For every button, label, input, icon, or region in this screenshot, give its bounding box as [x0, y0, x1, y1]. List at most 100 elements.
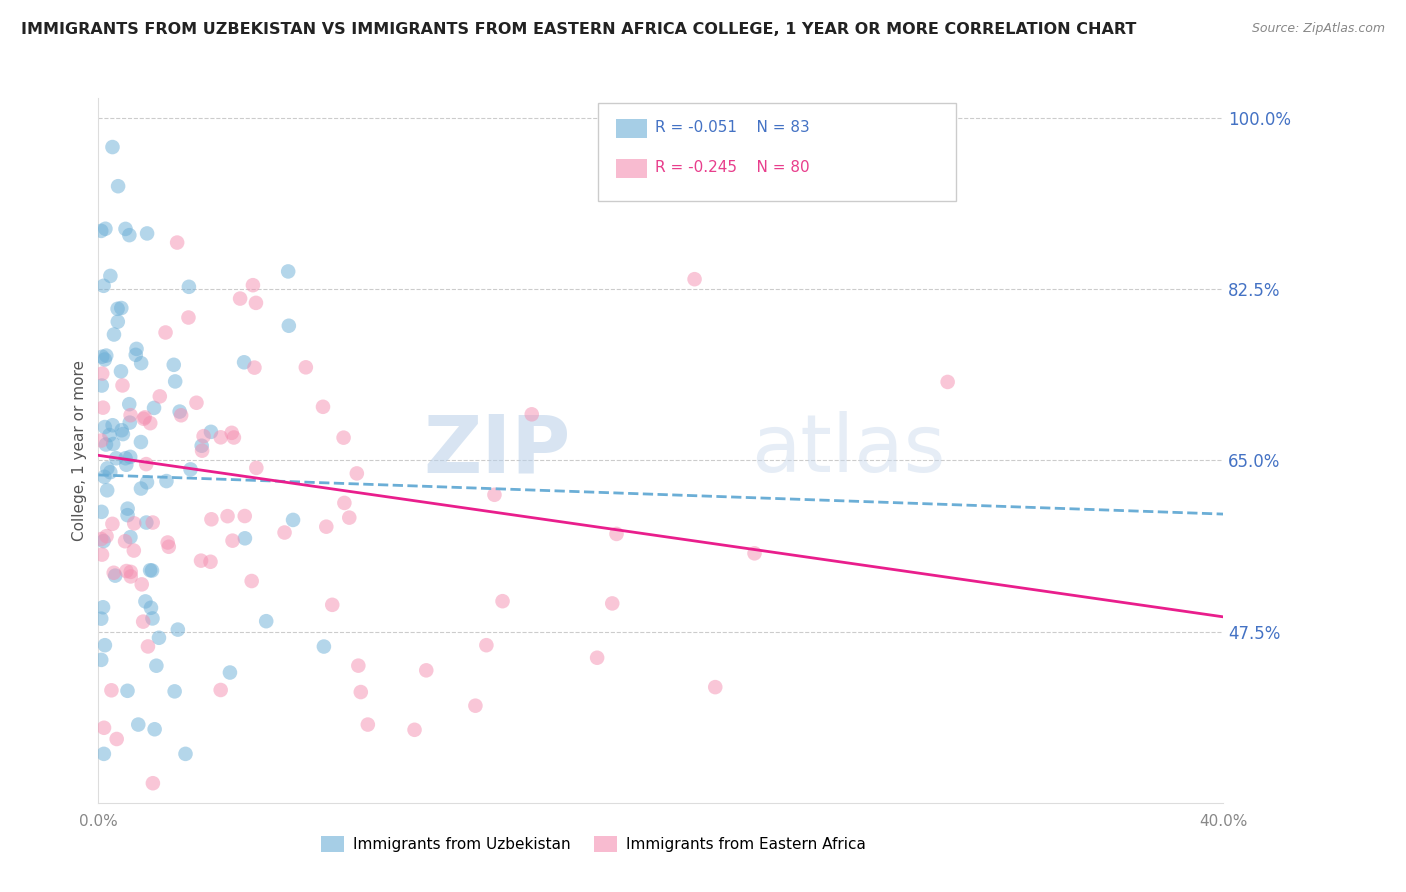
Point — [491, 594, 513, 608]
Point — [94, 221, 117, 235]
Point — [484, 488, 506, 502]
Point — [683, 272, 706, 286]
Legend: Immigrants from Uzbekistan, Immigrants from Eastern Africa: Immigrants from Uzbekistan, Immigrants f… — [315, 830, 872, 859]
Point — [346, 467, 368, 481]
Point — [110, 301, 132, 315]
Point — [105, 731, 128, 746]
Point — [111, 427, 134, 442]
Point — [111, 423, 134, 437]
Point — [936, 375, 959, 389]
Point — [136, 475, 159, 490]
Text: R = -0.245    N = 80: R = -0.245 N = 80 — [655, 161, 810, 175]
Point — [120, 450, 142, 464]
Point — [217, 509, 239, 524]
Point — [103, 327, 125, 342]
Point — [93, 278, 115, 293]
Point — [93, 721, 115, 735]
Text: IMMIGRANTS FROM UZBEKISTAN VS IMMIGRANTS FROM EASTERN AFRICA COLLEGE, 1 YEAR OR : IMMIGRANTS FROM UZBEKISTAN VS IMMIGRANTS… — [21, 22, 1136, 37]
Point — [200, 555, 222, 569]
Point — [117, 501, 139, 516]
Point — [101, 418, 124, 433]
Point — [245, 296, 267, 310]
Point — [163, 358, 186, 372]
Point — [100, 268, 122, 283]
Point — [101, 516, 124, 531]
Point — [142, 516, 165, 530]
Point — [90, 434, 112, 448]
Point — [233, 531, 256, 545]
Point — [174, 747, 197, 761]
Point — [118, 228, 141, 243]
Point — [103, 437, 125, 451]
Point — [141, 564, 163, 578]
Point — [245, 461, 267, 475]
Point — [93, 534, 115, 549]
Point — [704, 680, 727, 694]
Point — [135, 457, 157, 471]
Point — [240, 574, 263, 588]
Point — [120, 565, 142, 579]
Point — [350, 685, 373, 699]
Text: R = -0.051    N = 83: R = -0.051 N = 83 — [655, 120, 810, 135]
Point — [170, 409, 193, 423]
Point — [91, 600, 114, 615]
Point — [98, 428, 121, 442]
Point — [347, 658, 370, 673]
Point — [122, 516, 145, 531]
Text: Source: ZipAtlas.com: Source: ZipAtlas.com — [1251, 22, 1385, 36]
Point — [177, 280, 200, 294]
Point — [117, 508, 139, 523]
Point — [605, 527, 627, 541]
Point — [136, 640, 159, 654]
Point — [221, 533, 243, 548]
Point — [143, 723, 166, 737]
Point — [117, 683, 139, 698]
Point — [744, 546, 766, 560]
Point — [243, 360, 266, 375]
Point — [333, 496, 356, 510]
Point — [586, 650, 609, 665]
Point — [136, 227, 159, 241]
Point — [120, 530, 142, 544]
Point — [520, 407, 543, 421]
Point — [125, 342, 148, 356]
Point — [129, 435, 152, 450]
Point — [129, 356, 152, 370]
Point — [221, 425, 243, 440]
Y-axis label: College, 1 year or more: College, 1 year or more — [72, 360, 87, 541]
Point — [134, 410, 156, 425]
Point — [90, 505, 112, 519]
Point — [273, 525, 295, 540]
Text: atlas: atlas — [751, 411, 945, 490]
Point — [312, 640, 335, 654]
Point — [186, 396, 208, 410]
Point — [229, 292, 252, 306]
Point — [107, 315, 129, 329]
Point — [134, 594, 156, 608]
Point — [94, 437, 117, 451]
Point — [166, 623, 188, 637]
Point — [114, 222, 136, 236]
Point — [125, 348, 148, 362]
Point — [131, 577, 153, 591]
Point — [191, 443, 214, 458]
Point — [281, 513, 304, 527]
Point — [193, 429, 215, 443]
Point — [222, 430, 245, 444]
Text: ZIP: ZIP — [423, 411, 571, 490]
Point — [129, 482, 152, 496]
Point — [91, 367, 114, 381]
Point — [115, 458, 138, 472]
Point — [277, 318, 299, 333]
Point — [139, 600, 162, 615]
Point — [169, 404, 191, 418]
Point — [600, 596, 623, 610]
Point — [145, 658, 167, 673]
Point — [139, 416, 162, 430]
Point — [254, 614, 277, 628]
Point — [209, 683, 232, 698]
Point — [149, 389, 172, 403]
Point — [277, 264, 299, 278]
Point — [104, 568, 127, 582]
Point — [233, 509, 256, 524]
